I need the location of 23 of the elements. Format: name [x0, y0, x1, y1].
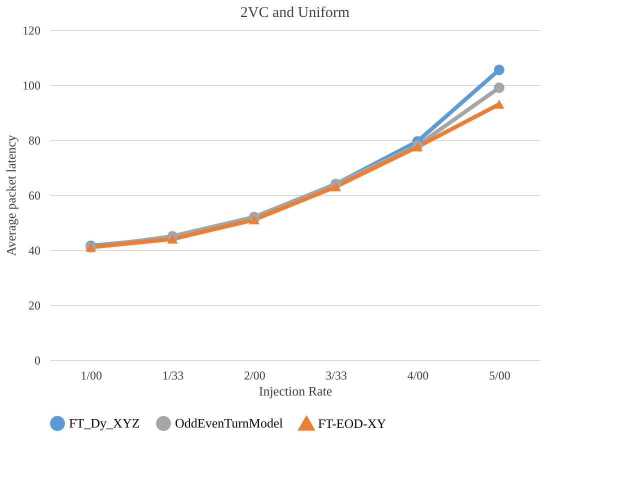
point	[494, 82, 504, 93]
x-tick-label: 3/33	[326, 368, 348, 382]
point	[330, 182, 342, 192]
legend-label: FT_Dy_XYZ	[69, 416, 140, 431]
x-tick-label: 1/33	[162, 368, 184, 382]
y-tick-label: 40	[28, 244, 40, 258]
legend-label: FT-EOD-XY	[318, 416, 387, 431]
y-tick-label: 20	[28, 298, 40, 312]
y-tick-label: 120	[22, 24, 40, 38]
y-tick-label: 80	[28, 134, 40, 148]
y-tick-label: 0	[34, 354, 40, 368]
x-tick-label: 5/00	[488, 368, 510, 382]
point	[494, 64, 504, 76]
point	[494, 100, 504, 109]
x-tick-label: 4/00	[407, 368, 429, 382]
y-tick-label: 100	[22, 78, 40, 92]
x-axis-title: Injection Rate	[258, 384, 332, 398]
y-tick-label: 60	[28, 188, 40, 202]
chart-title: 2VC and Uniform	[240, 5, 350, 21]
y-axis-title: Average packet latency	[4, 134, 18, 256]
legend-label: OddEvenTurnModel	[175, 416, 284, 431]
x-tick-label: 1/00	[80, 368, 102, 382]
x-tick-label: 2/00	[244, 368, 266, 382]
